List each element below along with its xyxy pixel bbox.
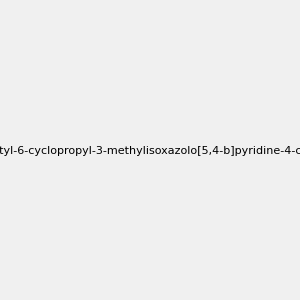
Text: N-cyclopentyl-6-cyclopropyl-3-methylisoxazolo[5,4-b]pyridine-4-carboxamide: N-cyclopentyl-6-cyclopropyl-3-methylisox… bbox=[0, 146, 300, 157]
